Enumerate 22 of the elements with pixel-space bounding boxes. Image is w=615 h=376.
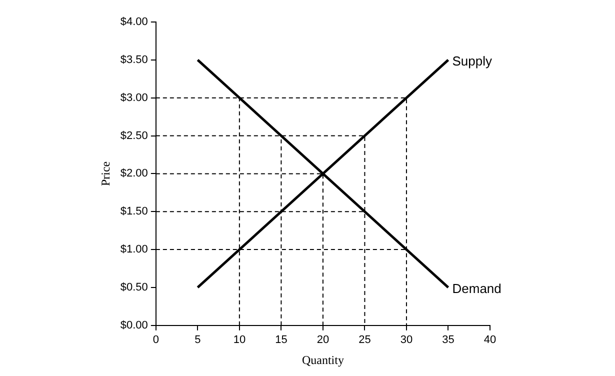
x-axis-title: Quantity bbox=[302, 352, 344, 367]
y-tick-label: $0.50 bbox=[120, 282, 148, 294]
x-tick-label: 35 bbox=[442, 334, 454, 346]
y-tick-label: $1.00 bbox=[120, 244, 148, 256]
x-tick-label: 5 bbox=[194, 334, 201, 346]
y-tick-label: $2.50 bbox=[120, 130, 148, 142]
x-tick-label: 15 bbox=[275, 334, 288, 346]
x-tick-label: 25 bbox=[358, 334, 371, 346]
x-tick-label: 40 bbox=[484, 334, 496, 346]
x-tick-label: 30 bbox=[400, 334, 413, 346]
y-tick-label: $0.00 bbox=[120, 319, 148, 332]
y-tick-label: $3.00 bbox=[120, 92, 148, 104]
y-tick-label: $4.00 bbox=[120, 16, 148, 28]
series-label: Supply bbox=[452, 54, 492, 69]
y-tick-label: $3.50 bbox=[120, 54, 148, 66]
x-tick-label: 20 bbox=[316, 334, 330, 346]
y-tick-label: $1.50 bbox=[120, 206, 148, 218]
series-label: Demand bbox=[452, 281, 502, 296]
y-tick-label: $2.00 bbox=[120, 168, 148, 180]
x-tick-label: 0 bbox=[152, 334, 159, 346]
y-axis-title: Price bbox=[98, 161, 112, 186]
x-tick-label: 10 bbox=[233, 334, 246, 346]
